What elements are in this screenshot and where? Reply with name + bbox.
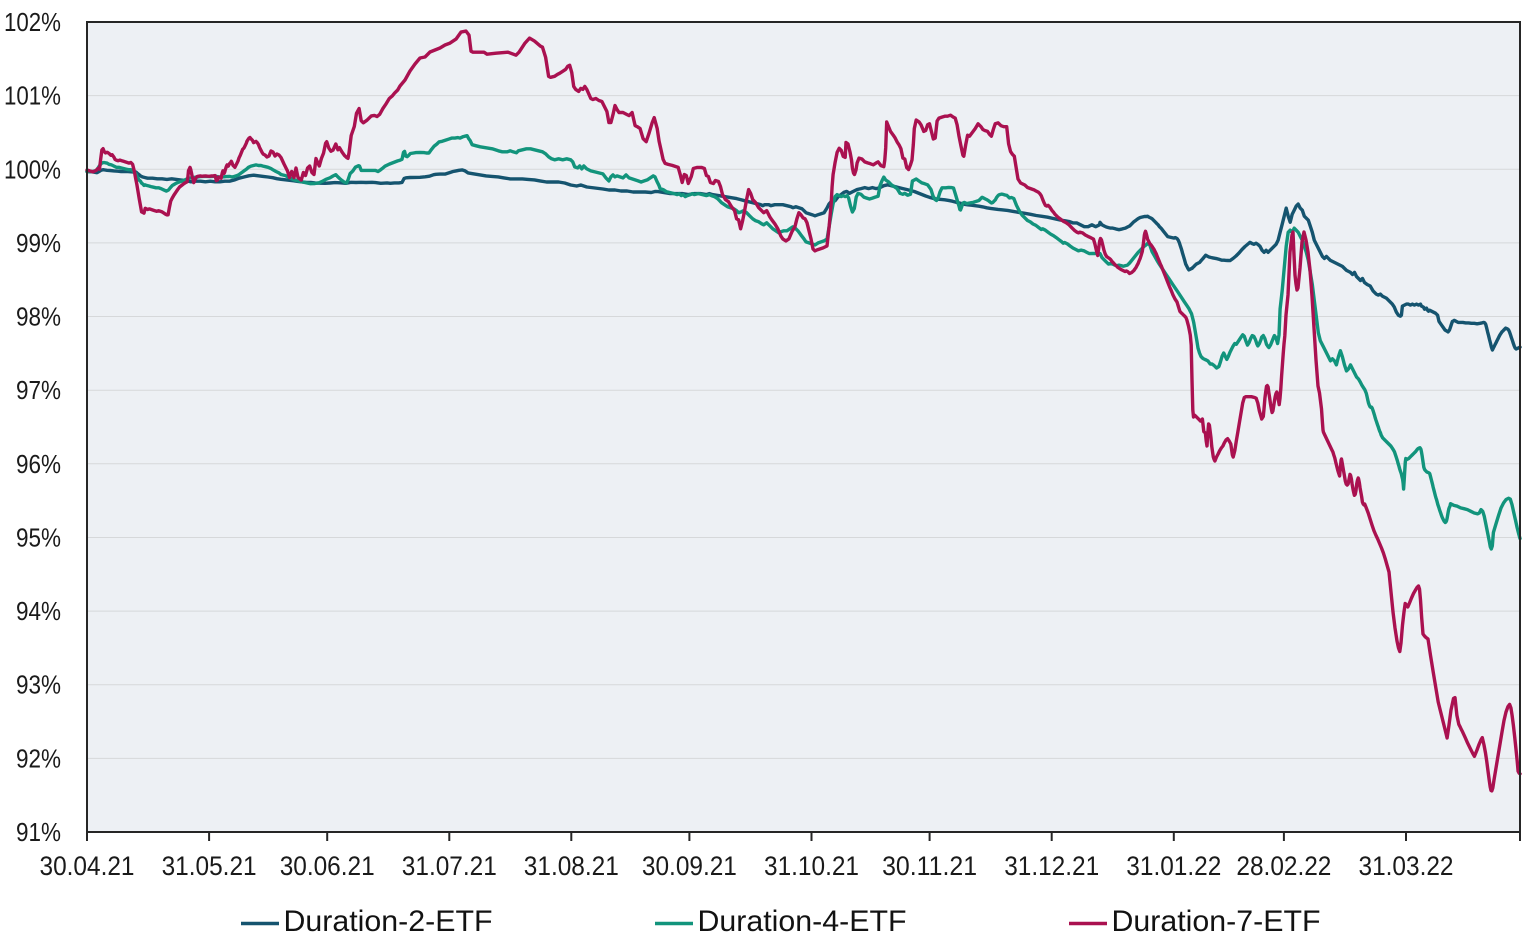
svg-text:31.08.21: 31.08.21 — [524, 851, 619, 881]
svg-text:31.07.21: 31.07.21 — [402, 851, 497, 881]
svg-text:31.10.21: 31.10.21 — [764, 851, 859, 881]
svg-text:31.12.21: 31.12.21 — [1004, 851, 1099, 881]
svg-text:100%: 100% — [4, 154, 61, 184]
svg-text:30.04.21: 30.04.21 — [40, 851, 135, 881]
svg-text:31.01.22: 31.01.22 — [1126, 851, 1221, 881]
svg-text:98%: 98% — [16, 302, 61, 332]
svg-text:99%: 99% — [16, 228, 61, 258]
svg-text:94%: 94% — [16, 596, 61, 626]
svg-text:Duration-2-ETF: Duration-2-ETF — [284, 905, 493, 938]
svg-text:30.06.21: 30.06.21 — [280, 851, 375, 881]
svg-text:Duration-4-ETF: Duration-4-ETF — [698, 905, 907, 938]
svg-text:30.09.21: 30.09.21 — [642, 851, 737, 881]
svg-text:91%: 91% — [16, 817, 61, 847]
svg-text:102%: 102% — [4, 7, 61, 37]
svg-text:92%: 92% — [16, 743, 61, 773]
svg-text:96%: 96% — [16, 449, 61, 479]
svg-text:95%: 95% — [16, 523, 61, 553]
svg-text:101%: 101% — [4, 81, 61, 111]
svg-text:93%: 93% — [16, 670, 61, 700]
svg-text:31.05.21: 31.05.21 — [162, 851, 257, 881]
svg-text:28.02.22: 28.02.22 — [1236, 851, 1331, 881]
svg-text:97%: 97% — [16, 375, 61, 405]
svg-text:31.03.22: 31.03.22 — [1359, 851, 1454, 881]
svg-text:Duration-7-ETF: Duration-7-ETF — [1112, 905, 1321, 938]
svg-text:30.11.21: 30.11.21 — [882, 851, 977, 881]
